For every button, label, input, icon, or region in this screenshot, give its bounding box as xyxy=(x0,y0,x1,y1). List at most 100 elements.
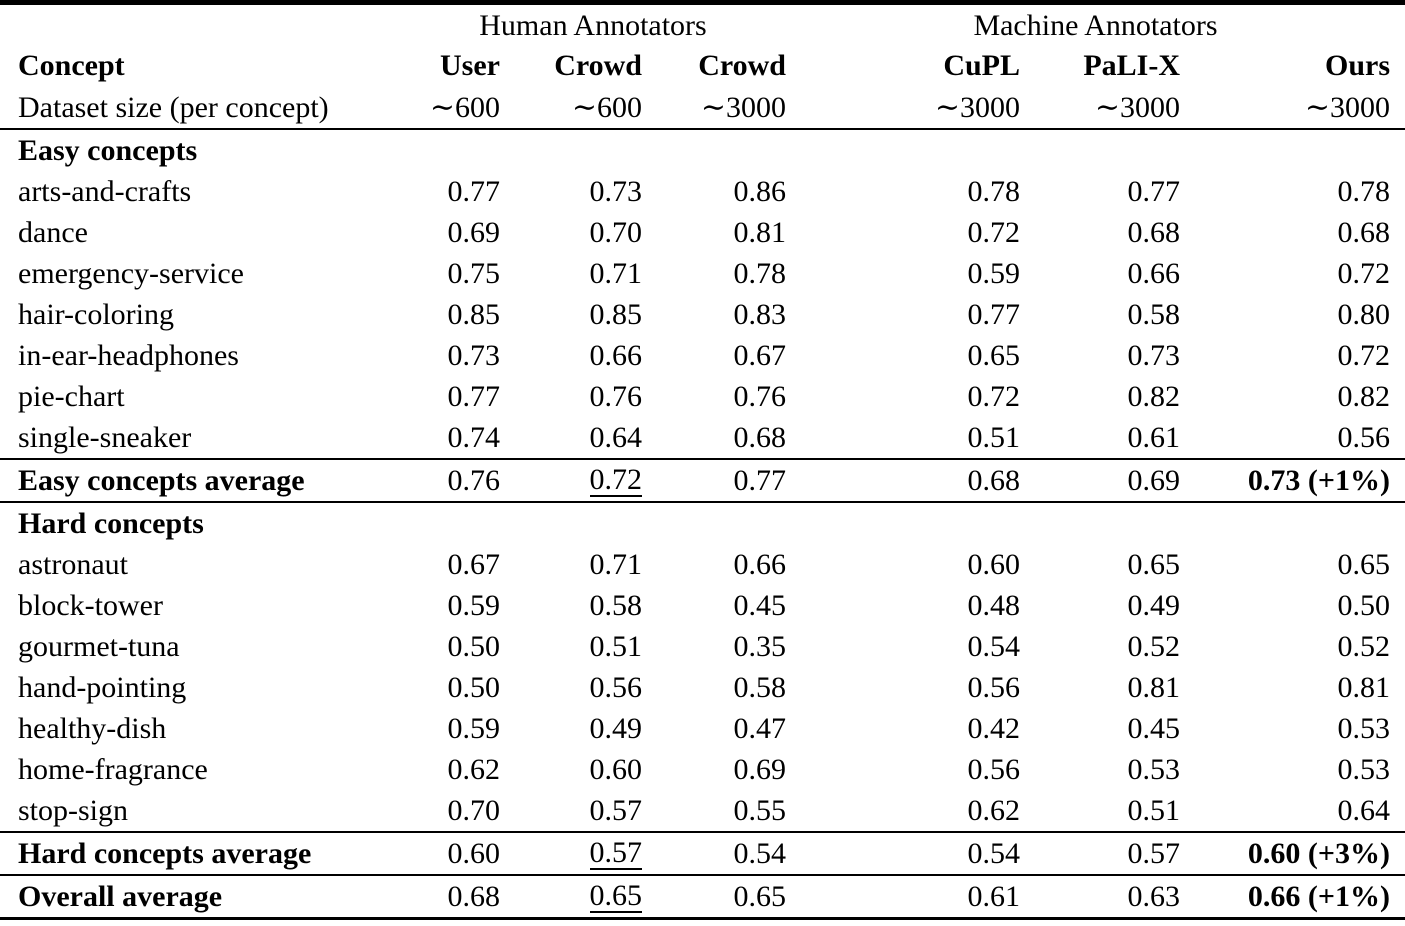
value-cell: 0.51 xyxy=(1127,794,1181,827)
table-row: astronaut 0.67 0.71 0.66 0.60 0.65 0.65 xyxy=(0,544,1405,585)
value-cell: 0.53 xyxy=(1337,753,1391,786)
value-cell: 0.56 xyxy=(967,753,1021,786)
value-cell: 0.85 xyxy=(447,298,501,331)
concept-cell: in-ear-headphones xyxy=(18,339,239,372)
col-header-crowd-2: Crowd xyxy=(698,49,786,82)
value-cell: 0.56 xyxy=(967,671,1021,704)
machine-annotators-header: Machine Annotators xyxy=(973,8,1218,42)
value-cell: 0.78 xyxy=(967,175,1021,208)
underlined-value: 0.72 xyxy=(589,463,642,497)
value-cell: 0.54 xyxy=(967,630,1021,663)
value-cell: 0.76 xyxy=(733,380,787,413)
section-header-row: Easy concepts xyxy=(0,129,1405,171)
table-row: block-tower 0.59 0.58 0.45 0.48 0.49 0.50 xyxy=(0,585,1405,626)
value-cell: 0.52 xyxy=(1127,630,1181,663)
value-cell: 0.69 xyxy=(733,753,787,786)
value-cell: 0.54 xyxy=(786,831,1020,876)
value-cell: 0.57 xyxy=(500,831,642,876)
value-cell: 0.52 xyxy=(1337,630,1391,663)
value-cell: 0.70 xyxy=(589,216,643,249)
value-cell: 0.81 xyxy=(1127,671,1181,704)
average-row: Overall average 0.68 0.65 0.65 0.61 0.63 0.66 … xyxy=(0,874,1405,920)
value-cell: 0.68 xyxy=(1337,216,1391,249)
value-cell: 0.50 xyxy=(1337,589,1391,622)
value-cell: 0.59 xyxy=(447,589,501,622)
value-cell: 0.65 xyxy=(500,874,642,920)
column-header-row: Concept User Crowd Crowd CuPL PaLI-X Our… xyxy=(0,45,1405,86)
value-cell: 0.86 xyxy=(733,175,787,208)
value-cell: 0.67 xyxy=(733,339,787,372)
value-cell: 0.42 xyxy=(967,712,1021,745)
value-cell: 0.66 (+1%) xyxy=(1180,874,1405,920)
value-cell: 0.75 xyxy=(447,257,501,290)
section-header-row: Hard concepts xyxy=(0,502,1405,544)
value-cell: 0.66 xyxy=(1127,257,1181,290)
average-row: Hard concepts average 0.60 0.57 0.54 0.54 0.5… xyxy=(0,831,1405,876)
value-cell: 0.66 xyxy=(733,548,787,581)
value-cell: 0.65 xyxy=(967,339,1021,372)
underlined-value: 0.65 xyxy=(589,879,642,913)
value-cell: 0.68 xyxy=(400,874,500,920)
value-cell: 0.76 xyxy=(589,380,643,413)
table-row: dance 0.69 0.70 0.81 0.72 0.68 0.68 xyxy=(0,212,1405,253)
value-cell: 0.58 xyxy=(589,589,643,622)
value-cell: 0.68 xyxy=(1127,216,1181,249)
concept-cell: Overall average xyxy=(0,874,400,920)
table-row: stop-sign 0.70 0.57 0.55 0.62 0.51 0.64 xyxy=(0,790,1405,832)
value-cell: 0.63 xyxy=(1020,874,1180,920)
value-cell: 0.73 xyxy=(589,175,643,208)
value-cell: 0.60 xyxy=(589,753,643,786)
value-cell: 0.69 xyxy=(447,216,501,249)
value-cell: 0.77 xyxy=(447,380,501,413)
table-row: emergency-service 0.75 0.71 0.78 0.59 0.66 0.7… xyxy=(0,253,1405,294)
value-cell: 0.60 xyxy=(967,548,1021,581)
value-cell: 0.73 xyxy=(1127,339,1181,372)
value-cell: 0.73 (+1%) xyxy=(1180,458,1405,503)
value-cell: 0.50 xyxy=(447,671,501,704)
corner-spacer xyxy=(0,3,400,46)
value-cell: 0.82 xyxy=(1337,380,1391,413)
value-cell: 0.65 xyxy=(642,874,786,920)
col-header-crowd-1: Crowd xyxy=(554,49,642,82)
value-cell: 0.69 xyxy=(1020,458,1180,503)
value-cell: 0.74 xyxy=(447,421,501,454)
value-cell: 0.51 xyxy=(589,630,643,663)
underlined-value: 0.57 xyxy=(589,836,642,870)
value-cell: 0.45 xyxy=(733,589,787,622)
col-header-palix: PaLI-X xyxy=(1083,49,1180,82)
concept-cell: single-sneaker xyxy=(18,421,192,454)
concept-cell: block-tower xyxy=(18,589,163,622)
value-cell: 0.57 xyxy=(1020,831,1180,876)
section-label: Easy concepts xyxy=(18,134,198,167)
value-cell: 0.62 xyxy=(967,794,1021,827)
value-cell: 0.72 xyxy=(967,380,1021,413)
table-row: healthy-dish 0.59 0.49 0.47 0.42 0.45 0.53 xyxy=(0,708,1405,749)
table-row: hair-coloring 0.85 0.85 0.83 0.77 0.58 0.80 xyxy=(0,294,1405,335)
table-row: home-fragrance 0.62 0.60 0.69 0.56 0.53 0.53 xyxy=(0,749,1405,790)
table-row: arts-and-crafts 0.77 0.73 0.86 0.78 0.77 0.78 xyxy=(0,171,1405,212)
value-cell: 0.72 xyxy=(1337,257,1391,290)
value-cell: 0.59 xyxy=(447,712,501,745)
size-ours: ∼3000 xyxy=(1180,86,1405,130)
value-cell: 0.80 xyxy=(1337,298,1391,331)
value-cell: 0.58 xyxy=(733,671,787,704)
dataset-size-label: Dataset size (per concept) xyxy=(0,86,400,130)
value-cell: 0.45 xyxy=(1127,712,1181,745)
value-cell: 0.72 xyxy=(967,216,1021,249)
value-cell: 0.73 xyxy=(447,339,501,372)
size-palix: ∼3000 xyxy=(1020,86,1180,130)
value-cell: 0.83 xyxy=(733,298,787,331)
value-cell: 0.59 xyxy=(967,257,1021,290)
value-cell: 0.67 xyxy=(447,548,501,581)
col-header-ours: Ours xyxy=(1324,49,1390,82)
value-cell: 0.53 xyxy=(1127,753,1181,786)
concept-cell: hand-pointing xyxy=(18,671,187,704)
value-cell: 0.66 xyxy=(589,339,643,372)
concept-cell: gourmet-tuna xyxy=(18,630,180,663)
value-cell: 0.77 xyxy=(447,175,501,208)
value-cell: 0.78 xyxy=(733,257,787,290)
concept-cell: astronaut xyxy=(18,548,128,581)
value-cell: 0.51 xyxy=(967,421,1021,454)
